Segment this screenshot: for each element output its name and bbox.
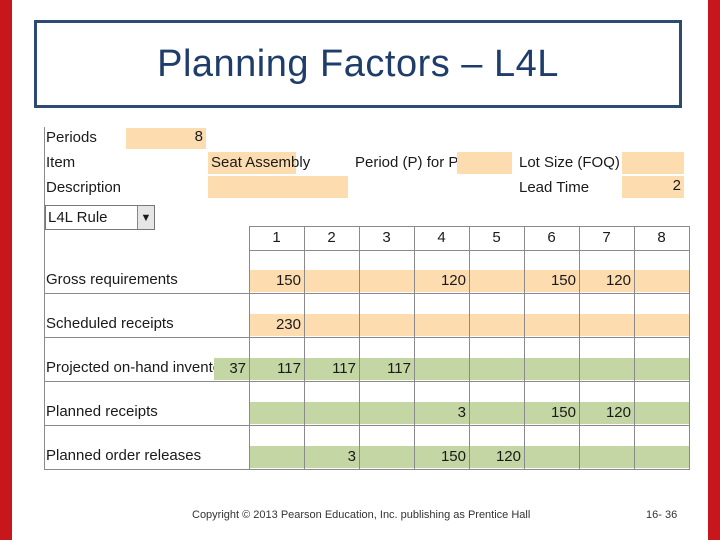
planned-order-releases-period-2: 3 [347,448,356,465]
planned-receipts-period-3 [359,402,414,424]
planned-receipts-period-5 [469,402,524,424]
scheduled-receipts-period-1: 230 [275,316,301,333]
planned-receipts-period-2 [304,402,359,424]
grid-row-line [44,293,689,294]
grid-column-line [414,226,415,470]
scheduled-receipts-period-8 [634,314,689,336]
lot-sizing-rule-value: L4L Rule [48,209,108,226]
planned-receipts-period-8 [634,402,689,424]
periods-label: Periods [46,129,97,146]
scheduled-receipts-period-4 [414,314,469,336]
lot-size-value[interactable] [622,152,684,174]
grid-column-line [304,226,305,470]
period-header-2: 2 [327,229,336,246]
planned-order-releases-period-7 [579,446,634,468]
period-header-3: 3 [382,229,391,246]
scheduled-receipts-period-6 [524,314,579,336]
slide-title: Planning Factors – L4L [157,42,559,85]
period-header-1: 1 [272,229,281,246]
grid-left-border [44,127,45,470]
projected-on-hand-period-3: 117 [387,360,411,377]
scheduled-receipts-period-2 [304,314,359,336]
gross-requirements-period-1: 150 [275,272,301,289]
title-box: Planning Factors – L4L [34,20,682,108]
description-label: Description [46,179,122,196]
grid-row-line [249,226,689,227]
planned-receipts-period-6: 150 [550,404,576,421]
grid-column-line [469,226,470,470]
scheduled-receipts-period-3 [359,314,414,336]
grid-row-line [249,250,689,251]
gross-requirements-label: Gross requirements [46,271,178,288]
description-value[interactable] [208,176,348,198]
planned-order-releases-period-5: 120 [495,448,521,465]
lot-size-label: Lot Size (FOQ) [519,154,620,171]
grid-column-line [689,226,690,470]
gross-requirements-period-3 [359,270,414,292]
slide-number: 16- 36 [646,509,678,521]
planned-order-releases-period-4: 150 [440,448,466,465]
gross-requirements-period-2 [304,270,359,292]
gross-requirements-period-6: 150 [550,272,576,289]
period-header-8: 8 [657,229,666,246]
planned-receipts-label: Planned receipts [46,403,158,420]
projected-on-hand-period-5 [469,358,524,380]
scheduled-receipts-period-7 [579,314,634,336]
projected-on-hand-period-6 [524,358,579,380]
gross-requirements-period-4: 120 [440,272,466,289]
planned-order-releases-period-8 [634,446,689,468]
grid-column-line [359,226,360,470]
period-header-6: 6 [547,229,556,246]
lead-time-label: Lead Time [519,179,590,196]
period-poq-label: Period (P) for POQ [355,154,482,171]
projected-on-hand-period-7 [579,358,634,380]
lot-sizing-rule-dropdown[interactable]: L4L Rule ▼ [45,205,155,230]
periods-value[interactable]: 8 [126,128,206,149]
grid-column-line [579,226,580,470]
grid-row-line [44,469,689,470]
copyright-text: Copyright © 2013 Pearson Education, Inc.… [192,509,531,521]
projected-on-hand-period-2: 117 [332,360,356,377]
planned-order-releases-period-3 [359,446,414,468]
gross-requirements-period-8 [634,270,689,292]
grid-column-line [634,226,635,470]
projected-on-hand-period-1: 117 [277,360,301,377]
projected-on-hand-period-4 [414,358,469,380]
period-header-5: 5 [492,229,501,246]
triangle-down-icon[interactable]: ▼ [137,206,154,229]
gross-requirements-period-5 [469,270,524,292]
mrp-spreadsheet: Periods 8 Item Seat Assembly Period (P) … [44,127,690,472]
scheduled-receipts-period-5 [469,314,524,336]
grid-row-line [44,337,689,338]
scheduled-receipts-label: Scheduled receipts [46,315,174,332]
planned-receipts-period-7: 120 [605,404,631,421]
projected-on-hand-initial: 37 [214,358,249,380]
planned-order-releases-period-6 [524,446,579,468]
slide: Planning Factors – L4L Periods 8 Item Se… [12,0,708,540]
grid-column-line [249,226,250,470]
period-poq-value[interactable] [457,152,512,174]
period-header-4: 4 [437,229,446,246]
grid-row-line [44,425,689,426]
gross-requirements-period-7: 120 [605,272,631,289]
lead-time-value[interactable]: 2 [622,176,684,198]
item-label: Item [46,154,76,171]
planned-receipts-period-1 [249,402,304,424]
projected-on-hand-label: Projected on-hand inventory [46,359,234,376]
planned-order-releases-period-1 [249,446,304,468]
period-header-7: 7 [602,229,611,246]
planned-receipts-period-4: 3 [457,404,466,421]
planned-order-releases-label: Planned order releases [46,447,202,464]
grid-row-line [44,381,689,382]
projected-on-hand-period-8 [634,358,689,380]
grid-column-line [524,226,525,470]
item-value[interactable]: Seat Assembly [208,152,310,174]
